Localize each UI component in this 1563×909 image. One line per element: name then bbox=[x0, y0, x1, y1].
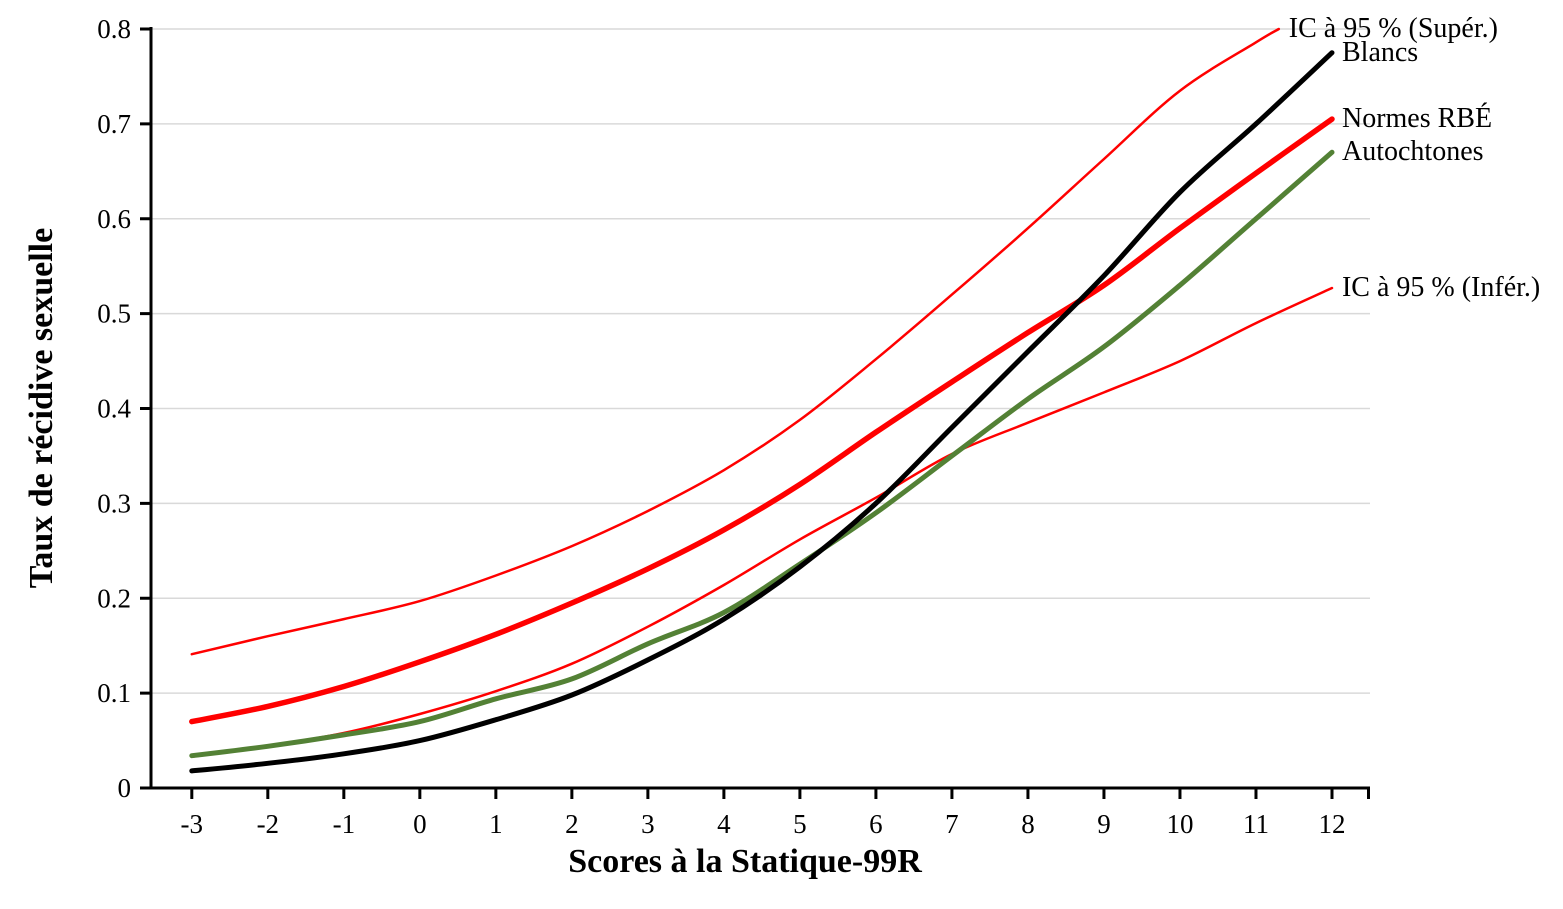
x-tick-label: 2 bbox=[565, 809, 579, 839]
series-lines bbox=[189, 27, 1335, 774]
x-tick-label: 3 bbox=[641, 809, 655, 839]
y-tick-label: 0.8 bbox=[97, 14, 131, 44]
series-label-normes-rbe: Normes RBÉ bbox=[1341, 103, 1493, 135]
y-tick-label: 0.6 bbox=[97, 204, 131, 234]
axes bbox=[140, 27, 1370, 799]
series-line-blancs bbox=[189, 50, 1335, 774]
x-tick-label: -1 bbox=[333, 809, 356, 839]
gridlines bbox=[150, 28, 1370, 694]
x-tick-label: -2 bbox=[257, 809, 280, 839]
series-label-autochtones: Autochtones bbox=[1341, 136, 1484, 168]
x-tick-label: 8 bbox=[1021, 809, 1035, 839]
x-tick-label: -3 bbox=[181, 809, 204, 839]
y-tick-label: 0.2 bbox=[97, 583, 131, 613]
y-axis-title: Taux de récidive sexuelle bbox=[23, 227, 60, 589]
x-tick-label: 9 bbox=[1097, 809, 1111, 839]
x-tick-label: 6 bbox=[869, 809, 883, 839]
x-tick-label: 1 bbox=[489, 809, 503, 839]
y-tick-labels: 0 0.1 0.2 0.3 0.4 0.5 0.6 0.7 0.8 bbox=[97, 14, 131, 803]
y-tick-label: 0.1 bbox=[97, 678, 131, 708]
series-label-ci-95-inferieur: IC à 95 % (Infér.) bbox=[1341, 272, 1541, 303]
x-tick-label: 12 bbox=[1318, 809, 1345, 839]
series-line-ci-95-inferieur bbox=[190, 286, 1334, 758]
y-tick-label: 0 bbox=[118, 773, 132, 803]
y-tick-label: 0.3 bbox=[97, 488, 131, 518]
x-tick-labels: -3 -2 -1 0 1 2 3 4 5 6 7 8 9 10 11 12 bbox=[181, 809, 1346, 839]
y-tick-label: 0.4 bbox=[97, 394, 131, 424]
x-tick-label: 11 bbox=[1243, 809, 1269, 839]
x-tick-label: 0 bbox=[413, 809, 427, 839]
x-axis-title: Scores à la Statique-99R bbox=[568, 843, 922, 880]
x-tick-label: 7 bbox=[945, 809, 959, 839]
series-line-autochtones bbox=[189, 149, 1335, 759]
series-line-ci-95-superieur bbox=[190, 27, 1281, 656]
x-tick-label: 4 bbox=[717, 809, 731, 839]
series-label-blancs: Blancs bbox=[1341, 36, 1419, 68]
series-line-normes-rbe bbox=[189, 116, 1335, 725]
y-tick-label: 0.7 bbox=[97, 109, 131, 139]
y-tick-label: 0.5 bbox=[97, 299, 131, 329]
x-tick-label: 10 bbox=[1166, 809, 1193, 839]
x-tick-label: 5 bbox=[793, 809, 807, 839]
series-label-ci-95-superieur: IC à 95 % (Supér.) bbox=[1288, 13, 1498, 44]
